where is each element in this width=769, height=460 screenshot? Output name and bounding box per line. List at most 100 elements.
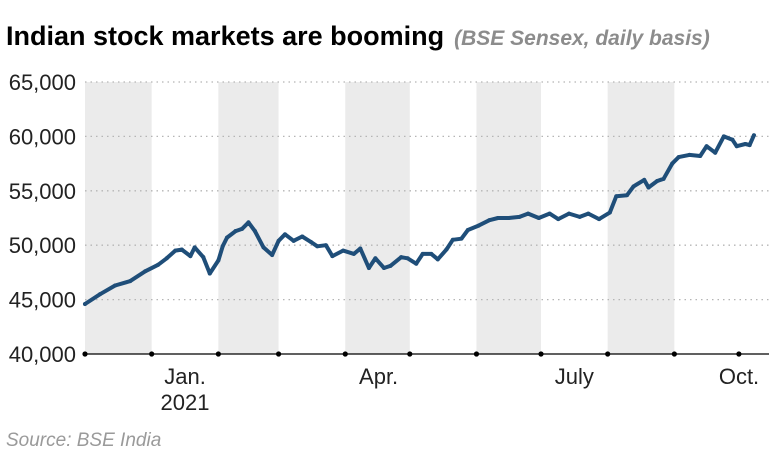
data-point bbox=[308, 239, 313, 244]
month-marker-dot bbox=[605, 351, 611, 357]
data-point bbox=[597, 217, 602, 222]
data-point bbox=[566, 211, 571, 216]
data-point bbox=[751, 133, 756, 138]
data-point bbox=[698, 153, 703, 158]
month-band bbox=[345, 82, 410, 354]
data-point bbox=[373, 256, 378, 261]
month-marker-dot bbox=[82, 351, 88, 357]
data-point bbox=[676, 155, 681, 160]
data-point bbox=[556, 217, 561, 222]
data-point bbox=[164, 256, 169, 261]
data-point bbox=[201, 255, 206, 260]
data-point bbox=[713, 150, 718, 155]
data-point bbox=[315, 244, 320, 249]
data-point bbox=[207, 271, 212, 276]
data-point bbox=[721, 134, 726, 139]
data-point bbox=[506, 216, 511, 220]
data-point bbox=[220, 244, 225, 249]
y-tick-label: 40,000 bbox=[9, 342, 76, 367]
chart-subtitle: (BSE Sensex, daily basis) bbox=[454, 27, 710, 50]
data-point bbox=[435, 257, 440, 262]
data-point bbox=[156, 262, 161, 267]
y-tick-label: 60,000 bbox=[9, 124, 76, 149]
data-point bbox=[655, 179, 660, 184]
data-point bbox=[747, 143, 752, 148]
data-point bbox=[429, 251, 434, 256]
data-point bbox=[631, 184, 636, 189]
data-point bbox=[323, 243, 328, 248]
month-marker-dot bbox=[275, 351, 282, 357]
y-tick-label: 55,000 bbox=[9, 179, 76, 204]
month-marker-dot bbox=[215, 351, 221, 357]
month-band bbox=[607, 82, 675, 354]
data-point bbox=[670, 161, 675, 166]
data-point bbox=[646, 185, 651, 190]
data-point bbox=[261, 245, 266, 250]
data-point bbox=[381, 266, 386, 271]
data-point bbox=[240, 226, 245, 231]
y-tick-label: 45,000 bbox=[9, 288, 76, 313]
chart-title-text: Indian stock markets are booming bbox=[6, 21, 444, 51]
data-point bbox=[487, 218, 492, 223]
data-point bbox=[414, 261, 419, 266]
data-point bbox=[577, 214, 582, 219]
data-point bbox=[476, 223, 481, 228]
month-marker-dot bbox=[538, 351, 544, 357]
data-point bbox=[399, 255, 404, 260]
data-point bbox=[465, 227, 470, 232]
data-point bbox=[405, 256, 410, 261]
data-point bbox=[252, 229, 257, 234]
data-point bbox=[517, 214, 522, 219]
gridlines bbox=[85, 81, 769, 301]
x-tick-label: Oct. bbox=[719, 364, 759, 389]
data-point bbox=[743, 142, 748, 147]
month-marker-dot bbox=[342, 351, 348, 357]
x-tick-label: Apr. bbox=[359, 364, 398, 389]
data-point bbox=[459, 236, 464, 241]
data-point bbox=[188, 254, 193, 259]
x-tick-label: July bbox=[555, 364, 594, 389]
data-point bbox=[526, 211, 531, 216]
data-point bbox=[113, 283, 118, 288]
month-band bbox=[218, 82, 279, 354]
data-point bbox=[246, 220, 251, 225]
data-point bbox=[642, 177, 647, 182]
month-marker-dot bbox=[736, 351, 742, 357]
data-point bbox=[734, 144, 739, 149]
data-point bbox=[270, 252, 275, 257]
data-point bbox=[291, 238, 296, 243]
data-point bbox=[179, 247, 184, 252]
y-tick-label: 65,000 bbox=[9, 70, 76, 95]
month-bands bbox=[85, 82, 675, 354]
data-point bbox=[128, 279, 133, 284]
data-point bbox=[192, 245, 197, 250]
data-point bbox=[536, 216, 541, 220]
data-point bbox=[351, 251, 356, 256]
month-marker-dot bbox=[671, 351, 677, 357]
data-point bbox=[607, 210, 612, 215]
x-axis-month-markers bbox=[82, 351, 742, 357]
data-point bbox=[450, 237, 455, 242]
data-point bbox=[300, 234, 305, 239]
data-point bbox=[276, 238, 281, 243]
data-point bbox=[330, 254, 335, 259]
data-point bbox=[730, 137, 735, 142]
data-point bbox=[224, 235, 229, 240]
x-axis-tick-labels: Jan. 2021 Apr. July Oct. bbox=[161, 364, 760, 415]
data-point bbox=[547, 211, 552, 216]
source-note: Source: BSE India bbox=[6, 430, 161, 451]
month-marker-dot bbox=[473, 351, 480, 357]
data-point bbox=[83, 301, 87, 306]
y-axis-tick-labels: 40,000 45,000 50,000 55,000 60,000 65,000 bbox=[9, 70, 76, 367]
data-point bbox=[687, 152, 692, 157]
data-point bbox=[233, 229, 238, 234]
series-points bbox=[83, 133, 756, 306]
data-point bbox=[98, 292, 103, 297]
month-marker-dot bbox=[149, 351, 155, 357]
data-point bbox=[283, 232, 288, 237]
data-point bbox=[216, 258, 221, 263]
data-point bbox=[173, 248, 178, 253]
y-tick-label: 50,000 bbox=[9, 233, 76, 258]
